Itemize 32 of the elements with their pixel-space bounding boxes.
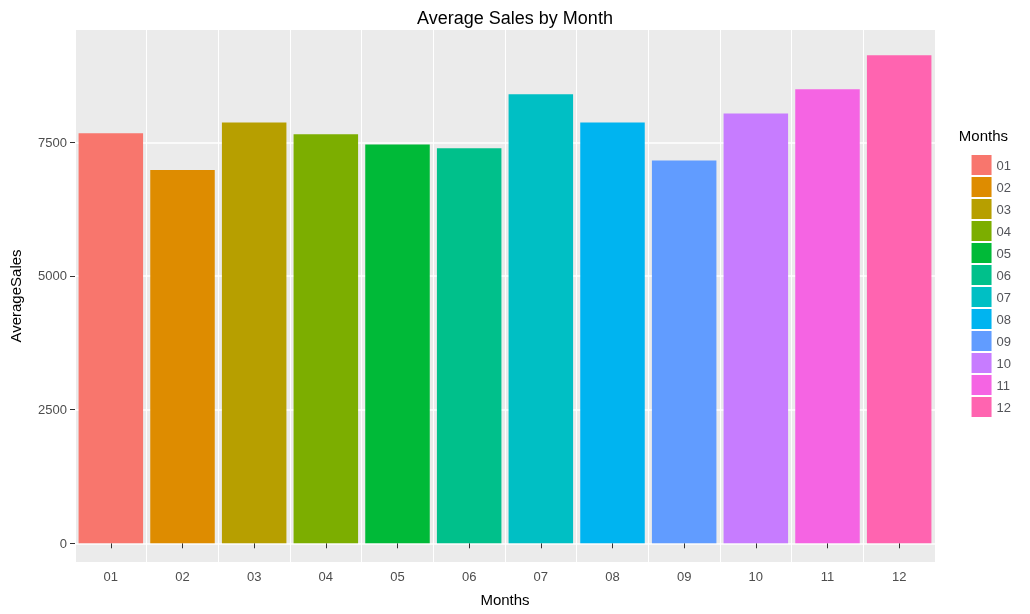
x-tick-label: 08 <box>605 569 620 584</box>
legend-title: Months <box>958 127 1009 144</box>
x-tick-label: 03 <box>246 569 262 584</box>
legend-label: 11 <box>996 377 1011 393</box>
y-tick-label: 5000 <box>38 268 67 284</box>
legend-label: 09 <box>996 333 1012 349</box>
legend-label: 06 <box>996 267 1012 283</box>
legend-label: 05 <box>996 245 1012 261</box>
x-tick-label: 07 <box>533 569 549 584</box>
x-tick-label: 11 <box>820 569 835 584</box>
y-tick-label: 0 <box>59 535 67 551</box>
x-tick-label: 06 <box>461 569 477 584</box>
x-tick-label: 04 <box>318 569 334 584</box>
x-tick-label: 09 <box>676 569 692 584</box>
legend-label: 08 <box>996 311 1012 327</box>
legend-label: 07 <box>996 289 1012 305</box>
y-tick-label: 7500 <box>38 134 67 150</box>
x-tick-label: 12 <box>891 569 907 584</box>
legend-label: 12 <box>996 399 1012 415</box>
x-tick-label: 10 <box>748 569 764 584</box>
legend-label: 02 <box>996 179 1012 195</box>
legend-label: 10 <box>996 355 1012 371</box>
legend-label: 01 <box>996 157 1012 173</box>
y-axis-title: AverageSales <box>7 249 24 343</box>
legend-label: 04 <box>996 223 1012 239</box>
y-tick-label: 2500 <box>38 402 67 418</box>
x-tick-label: 02 <box>175 569 190 584</box>
x-axis-title: Months <box>480 591 530 608</box>
chart-title: Average Sales by Month <box>417 8 613 28</box>
x-tick-label: 05 <box>390 569 405 584</box>
legend-label: 03 <box>996 201 1012 217</box>
x-tick-label: 01 <box>103 569 119 584</box>
